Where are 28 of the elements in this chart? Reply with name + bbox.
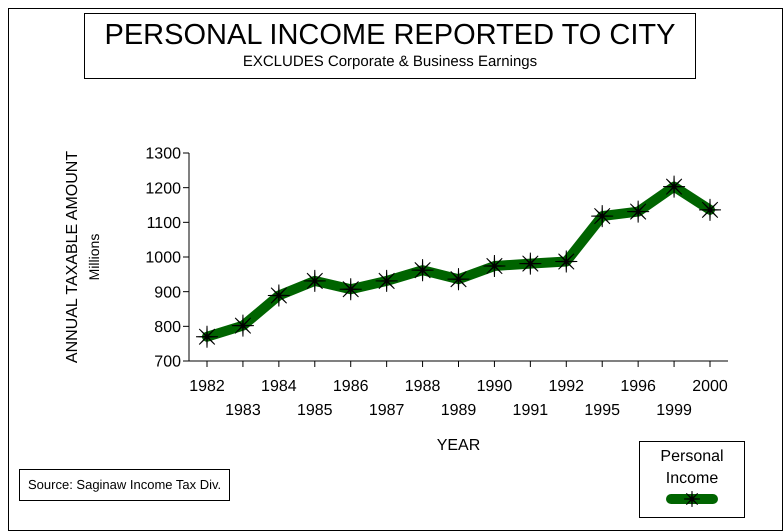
x-tick-label: 1987 bbox=[368, 402, 405, 419]
x-tick-label: 1986 bbox=[332, 378, 369, 395]
y-tick-label: 1300 bbox=[145, 146, 182, 163]
source-note: Source: Saginaw Income Tax Div. bbox=[28, 476, 222, 494]
x-tick-label: 1985 bbox=[296, 402, 333, 419]
x-axis-title: YEAR bbox=[436, 437, 480, 454]
y-axis-title: ANNUAL TAXABLE AMOUNT Millions bbox=[64, 150, 102, 364]
x-tick-label: 2000 bbox=[692, 378, 728, 395]
y-tick-label: 1100 bbox=[146, 215, 182, 232]
x-tick-label: 1992 bbox=[548, 378, 584, 395]
y-tick-label: 1000 bbox=[145, 250, 182, 267]
y-tick-label: 800 bbox=[154, 319, 182, 336]
x-tick-label: 1983 bbox=[225, 402, 261, 419]
chart-subtitle: EXCLUDES Corporate & Business Earnings bbox=[242, 52, 538, 72]
x-tick-label: 1996 bbox=[620, 378, 656, 395]
y-tick-label: 1200 bbox=[145, 180, 182, 198]
chart-title: PERSONAL INCOME REPORTED TO CITY bbox=[104, 18, 676, 52]
x-tick-label: 1990 bbox=[476, 378, 512, 395]
x-tick-label: 1995 bbox=[584, 402, 620, 419]
y-tick-label: 900 bbox=[154, 284, 182, 302]
x-tick-label: 1989 bbox=[440, 402, 476, 419]
x-tick-label: 1982 bbox=[189, 378, 225, 395]
x-tick-label: 1999 bbox=[656, 402, 692, 419]
x-tick-label: 1991 bbox=[512, 402, 548, 419]
x-tick-label: 1988 bbox=[404, 378, 440, 395]
x-tick-label: 1984 bbox=[261, 378, 297, 395]
y-tick-label: 700 bbox=[154, 354, 182, 371]
text: Personal Income bbox=[659, 447, 725, 489]
